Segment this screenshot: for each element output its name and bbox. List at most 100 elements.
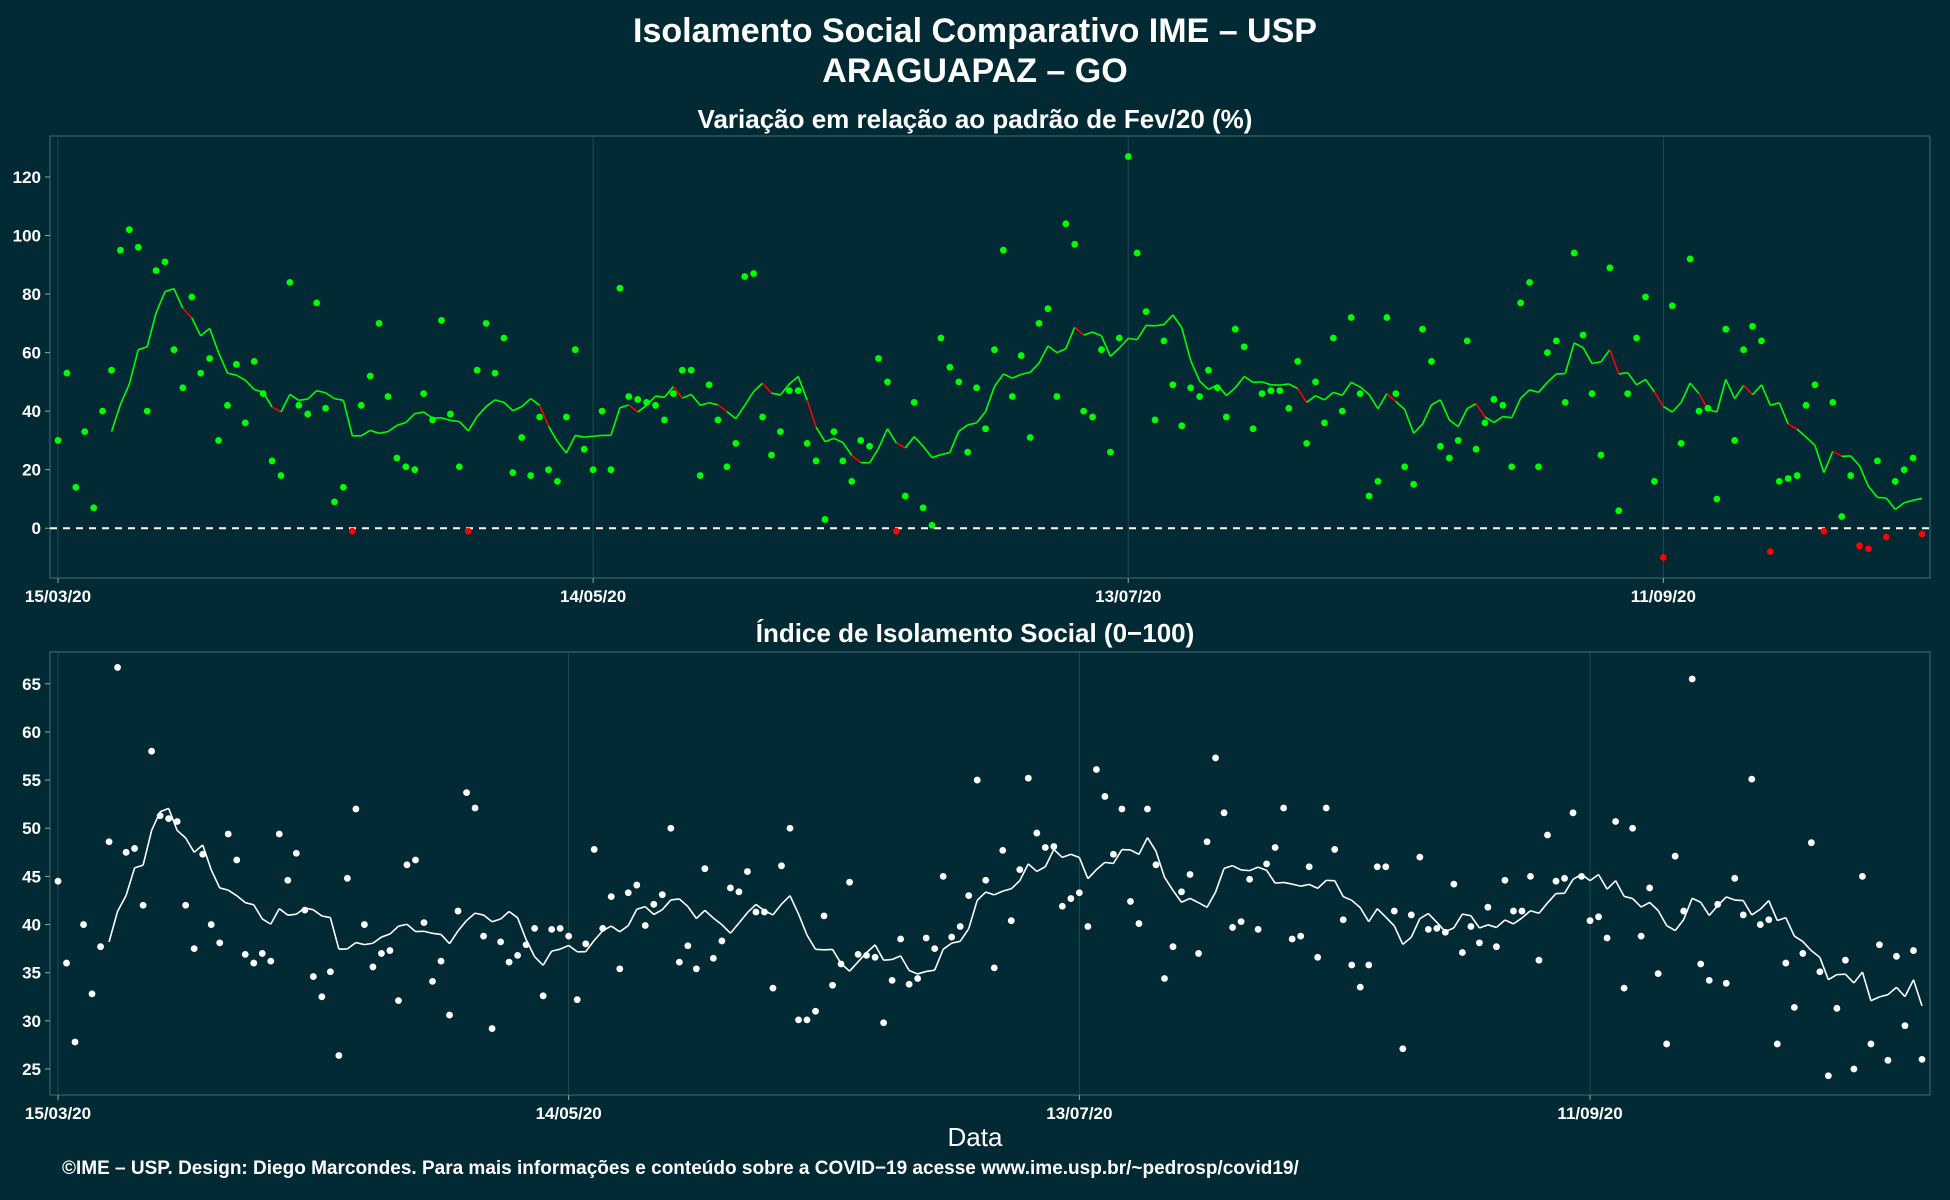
moving-average-segment — [503, 401, 514, 412]
data-point — [1416, 853, 1424, 861]
moving-average-segment — [806, 400, 817, 428]
data-point — [326, 968, 334, 976]
moving-average-segment — [772, 903, 783, 916]
data-point — [589, 466, 597, 474]
moving-average-segment — [542, 950, 553, 966]
moving-average-segment — [761, 382, 773, 394]
moving-average-segment — [1010, 880, 1021, 890]
data-point — [556, 924, 564, 932]
data-point — [455, 463, 463, 471]
moving-average-segment — [1725, 896, 1736, 901]
data-point — [1321, 419, 1328, 427]
moving-average-segment — [926, 969, 935, 973]
data-point — [292, 849, 300, 857]
data-point — [1597, 451, 1605, 459]
data-point — [1373, 863, 1381, 871]
moving-average-segment — [1402, 936, 1412, 945]
data-point — [429, 977, 436, 985]
data-point — [1407, 911, 1415, 919]
data-point — [897, 935, 905, 943]
data-point — [759, 413, 766, 421]
data-point — [1758, 337, 1765, 345]
moving-average-segment — [1573, 342, 1584, 349]
data-point — [750, 270, 758, 277]
moving-average-segment — [1823, 450, 1834, 473]
moving-average-segment — [913, 436, 924, 447]
moving-average-segment — [134, 864, 144, 869]
x-tick-label: 14/05/20 — [560, 587, 626, 606]
moving-average-segment — [976, 891, 987, 901]
y-tick-label: 120 — [13, 168, 41, 187]
data-point — [1348, 961, 1356, 969]
moving-average-segment — [1475, 403, 1486, 418]
moving-average-segment — [414, 411, 424, 415]
data-point — [1033, 829, 1041, 837]
moving-average-segment — [128, 349, 140, 385]
moving-average-segment — [1484, 416, 1495, 424]
moving-average-segment — [1479, 924, 1489, 929]
data-point — [1356, 983, 1364, 991]
data-point — [1570, 249, 1578, 257]
data-point — [573, 996, 581, 1004]
moving-average-segment — [1214, 868, 1225, 893]
data-point — [1169, 943, 1177, 951]
moving-average-segment — [559, 944, 570, 950]
data-point — [1722, 979, 1730, 987]
data-point — [1339, 916, 1347, 924]
data-point — [812, 1007, 819, 1015]
data-point — [1285, 404, 1293, 412]
moving-average-segment — [1894, 502, 1905, 511]
moving-average-segment — [173, 288, 184, 309]
data-point — [1510, 907, 1517, 915]
moving-average-segment — [1742, 900, 1753, 916]
moving-average-segment — [1895, 986, 1906, 998]
data-point — [948, 933, 956, 941]
data-point — [1044, 305, 1052, 313]
data-point — [1833, 1004, 1841, 1012]
moving-average-segment — [1657, 910, 1668, 927]
moving-average-segment — [1796, 428, 1807, 438]
moving-average-segment — [1793, 935, 1804, 943]
data-point — [1365, 961, 1373, 969]
data-point — [480, 932, 487, 940]
moving-average-segment — [1827, 973, 1838, 981]
y-tick-label: 45 — [22, 867, 41, 886]
data-point — [71, 1038, 79, 1046]
data-point — [268, 457, 276, 465]
data-point — [1463, 337, 1471, 345]
data-point — [625, 393, 633, 400]
chart-title-line2: ARAGUAPAZ – GO — [822, 52, 1128, 90]
moving-average-segment — [253, 904, 263, 920]
data-point — [1882, 533, 1890, 541]
data-point — [1749, 322, 1756, 330]
data-point — [741, 273, 749, 280]
data-point — [1713, 495, 1721, 503]
data-point — [964, 448, 972, 456]
moving-average-segment — [1359, 386, 1370, 396]
data-point — [1535, 463, 1542, 471]
data-point — [598, 407, 606, 415]
plot-frame — [49, 651, 1931, 1096]
data-point — [1410, 480, 1418, 488]
data-point — [437, 957, 445, 965]
data-point — [939, 872, 947, 880]
moving-average-segment — [1136, 325, 1147, 341]
data-point — [1820, 527, 1828, 535]
moving-average-segment — [1181, 897, 1191, 903]
moving-average-segment — [610, 407, 621, 436]
data-point — [1501, 876, 1509, 884]
data-point — [919, 504, 927, 512]
data-point — [446, 1011, 453, 1019]
data-point — [179, 384, 187, 392]
data-point — [571, 346, 579, 354]
data-point — [267, 957, 275, 965]
moving-average-segment — [753, 382, 764, 393]
data-point — [1058, 902, 1066, 910]
data-point — [375, 319, 383, 327]
moving-average-segment — [726, 410, 737, 420]
data-point — [438, 317, 445, 324]
moving-average-segment — [1065, 326, 1076, 350]
data-point — [1152, 861, 1160, 869]
data-point — [1784, 475, 1792, 482]
data-point — [675, 958, 683, 966]
